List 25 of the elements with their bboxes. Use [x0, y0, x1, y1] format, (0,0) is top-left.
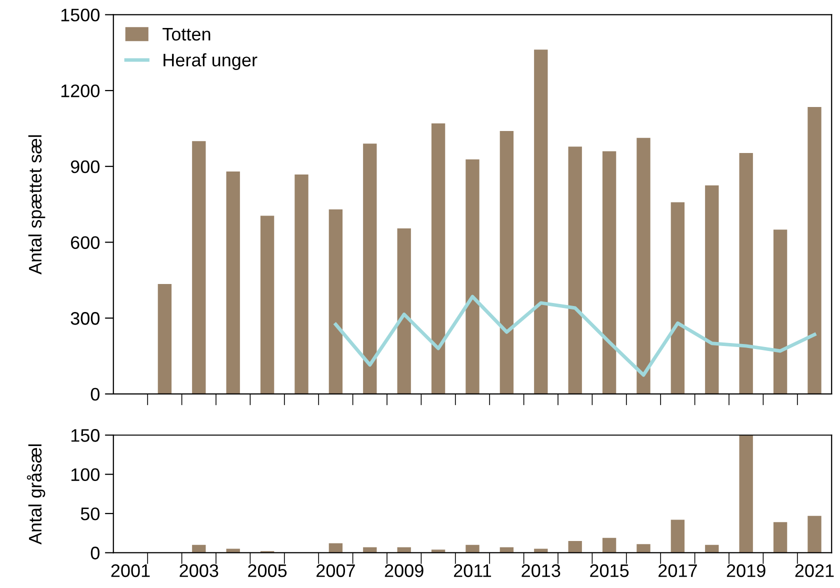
x-tick-label: 2001 [111, 564, 150, 578]
y-tick-label: 0 [90, 388, 100, 401]
y-tick-label: 300 [70, 312, 100, 325]
y-axis-title: Antal gråsæl [26, 444, 46, 545]
x-tick-label: 2005 [248, 564, 287, 578]
y-axis-title: Antal spættet sæl [28, 135, 46, 275]
y-tick-label: 1200 [61, 84, 100, 98]
x-tick-label: 2015 [590, 564, 629, 578]
x-tick-label: 2013 [522, 564, 560, 578]
x-tick-label: 2009 [384, 564, 424, 578]
x-tick-label: 2011 [454, 564, 492, 578]
x-tick-label: 2017 [658, 564, 697, 578]
x-tick-label: 2007 [316, 564, 355, 578]
legend-label: Totten [162, 28, 210, 41]
y-tick-label: 100 [71, 468, 100, 482]
y-tick-label: 0 [90, 546, 100, 560]
x-tick-label: 2019 [726, 564, 766, 578]
y-tick-label: 1500 [61, 8, 100, 22]
x-tick-label: 2021 [795, 564, 834, 578]
y-tick-label: 600 [71, 236, 100, 249]
x-tick-label: 2003 [180, 564, 218, 578]
y-tick-label: 150 [71, 429, 100, 442]
legend-label: Heraf unger [164, 53, 258, 70]
y-tick-label: 900 [70, 160, 100, 174]
y-tick-label: 50 [80, 507, 100, 520]
